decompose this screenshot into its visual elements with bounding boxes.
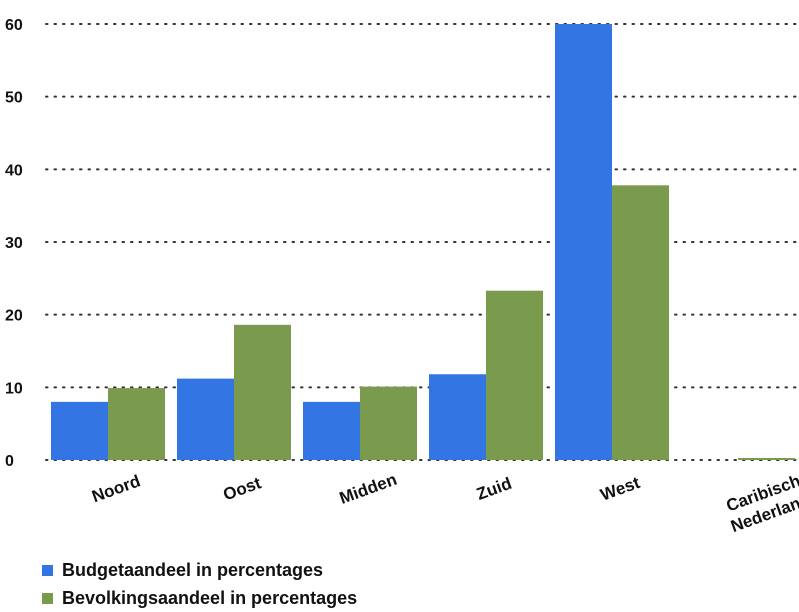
legend-swatch-budget	[42, 565, 53, 576]
y-tick-label: 40	[5, 162, 23, 179]
y-tick-label: 60	[5, 17, 23, 34]
y-tick-label: 20	[5, 308, 23, 325]
legend-label-budget: Budgetaandeel in percentages	[62, 559, 324, 580]
legend: Budgetaandeel in percentages Bevolkingsa…	[42, 556, 357, 612]
y-tick-label: 0	[5, 453, 14, 470]
y-tick-label: 50	[5, 90, 23, 107]
gridlines	[45, 23, 799, 461]
x-category-label: West	[598, 473, 643, 505]
bar-population	[612, 185, 669, 460]
bars	[51, 24, 795, 460]
legend-item-budget: Budgetaandeel in percentages	[42, 556, 357, 584]
x-category-label: Noord	[89, 471, 143, 506]
bar-budget	[429, 374, 486, 460]
bar-chart: 0 10 20 30 40 50 60 Noord Oost Midden Zuid West Car…	[5, 17, 799, 536]
x-category-label: CaribischNederland	[721, 470, 799, 536]
x-category-label: Oost	[221, 473, 264, 504]
legend-swatch-population	[42, 593, 53, 604]
legend-item-population: Bevolkingsaandeel in percentages	[42, 584, 357, 612]
bar-population	[108, 388, 165, 460]
y-axis-ticks: 0 10 20 30 40 50 60	[5, 17, 23, 470]
x-category-label: Zuid	[474, 474, 514, 504]
bar-budget	[51, 401, 108, 460]
bar-budget	[177, 378, 234, 460]
legend-label-population: Bevolkingsaandeel in percentages	[62, 587, 358, 608]
bar-budget	[555, 24, 612, 460]
y-tick-label: 30	[5, 235, 23, 252]
bar-population	[486, 290, 543, 460]
bar-budget	[303, 401, 360, 460]
bar-population	[234, 324, 291, 460]
x-axis-labels: Noord Oost Midden Zuid West CaribischNederlan…	[89, 470, 799, 536]
x-category-label: Midden	[337, 470, 399, 508]
bar-population	[360, 386, 417, 460]
bar-population	[738, 458, 795, 460]
y-tick-label: 10	[5, 380, 23, 397]
